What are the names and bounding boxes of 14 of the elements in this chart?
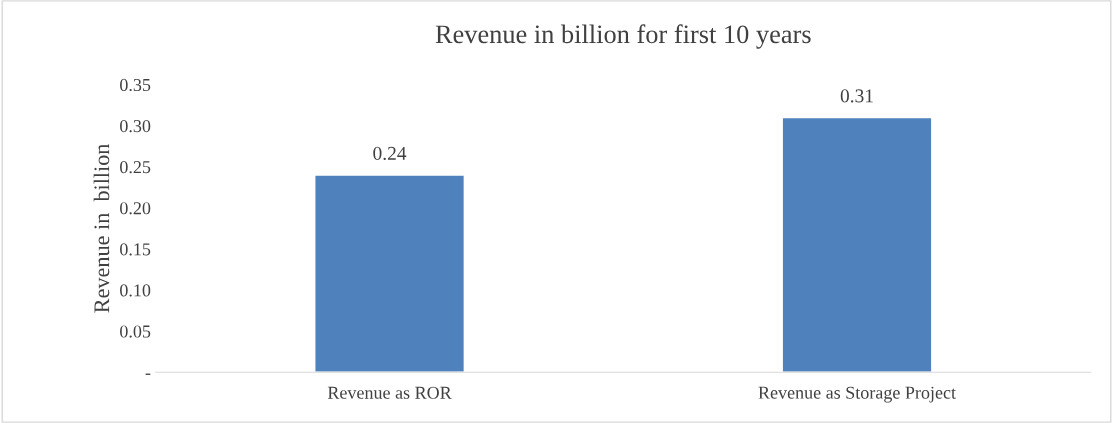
- y-axis-title: Revenue in billion: [93, 143, 110, 313]
- y-tick-label: 0.35: [120, 78, 151, 92]
- chart-title: Revenue in billion for first 10 years: [435, 24, 811, 49]
- x-tick-label: Revenue as Storage Project: [758, 386, 956, 403]
- y-tick-label: 0.25: [120, 161, 151, 174]
- y-tick-label: 0.05: [120, 325, 151, 338]
- y-tick-label: -: [145, 373, 151, 375]
- y-tick-label: 0.20: [120, 202, 151, 215]
- y-tick-label: 0.30: [120, 119, 151, 133]
- y-tick-label: 0.15: [120, 243, 151, 256]
- y-tick-label: 0.10: [120, 284, 151, 297]
- x-tick-label: Revenue as ROR: [327, 386, 452, 399]
- data-label: 0.31: [840, 89, 873, 103]
- data-label: 0.24: [373, 146, 407, 161]
